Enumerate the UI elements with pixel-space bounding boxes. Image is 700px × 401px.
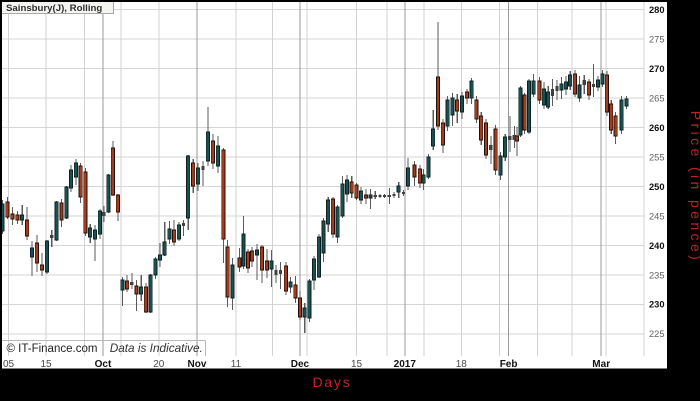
svg-text:Days: Days — [312, 374, 351, 390]
svg-text:05: 05 — [3, 359, 15, 370]
svg-text:© IT-Finance.com: © IT-Finance.com — [7, 343, 98, 355]
svg-text:280: 280 — [649, 5, 665, 15]
svg-text:Data is Indicative.: Data is Indicative. — [110, 341, 203, 355]
svg-text:260: 260 — [649, 123, 665, 133]
svg-text:255: 255 — [649, 152, 665, 162]
svg-text:18: 18 — [456, 359, 468, 370]
svg-text:235: 235 — [649, 270, 665, 280]
svg-text:15: 15 — [40, 359, 52, 370]
svg-text:270: 270 — [649, 64, 665, 74]
svg-text:230: 230 — [649, 300, 665, 310]
svg-text:275: 275 — [649, 35, 665, 45]
svg-text:15: 15 — [351, 359, 363, 370]
svg-text:240: 240 — [649, 241, 665, 251]
svg-text:20: 20 — [153, 359, 165, 370]
svg-text:Sainsbury(J), Rolling: Sainsbury(J), Rolling — [6, 3, 102, 14]
svg-text:11: 11 — [231, 359, 242, 370]
svg-text:2017: 2017 — [394, 359, 417, 370]
svg-text:250: 250 — [649, 182, 665, 192]
svg-text:225: 225 — [649, 329, 665, 339]
svg-text:Feb: Feb — [500, 359, 518, 370]
svg-text:Price (in pence): Price (in pence) — [688, 111, 700, 263]
svg-text:Nov: Nov — [188, 359, 207, 370]
svg-text:Oct: Oct — [95, 359, 112, 370]
svg-text:245: 245 — [649, 211, 665, 221]
svg-text:Dec: Dec — [291, 359, 310, 370]
svg-text:265: 265 — [649, 93, 665, 103]
svg-text:Mar: Mar — [592, 359, 610, 370]
